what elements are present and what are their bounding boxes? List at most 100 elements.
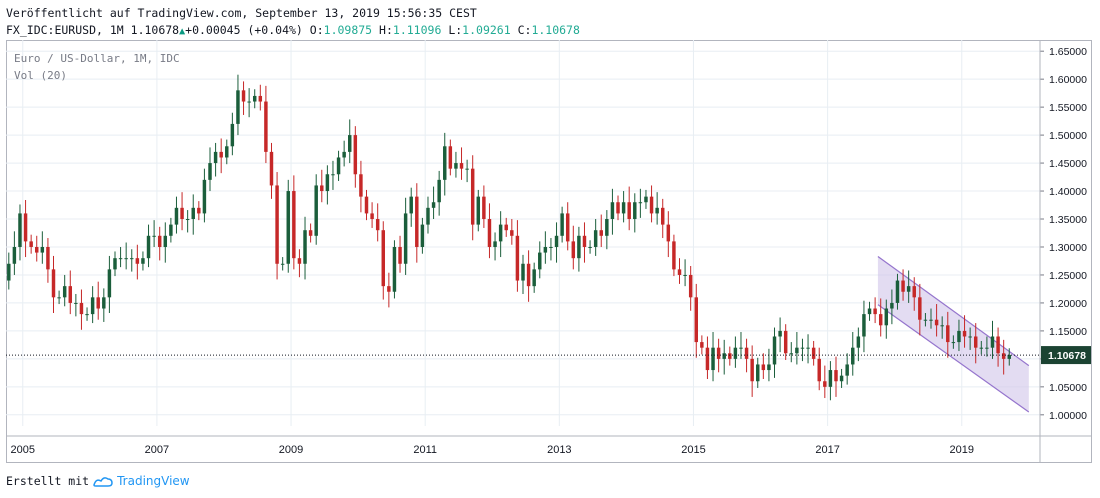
candle-body [1007,354,1011,359]
high-value: 1.11096 [392,23,442,37]
candle-body [890,302,894,309]
candle-body [834,370,838,382]
tradingview-brand[interactable]: TradingView [117,474,190,488]
candle-body [666,224,671,242]
candle-body [923,319,928,321]
candle-body [577,235,581,259]
candle-body [627,202,631,220]
candle-body [895,280,900,303]
candle-body [806,347,810,349]
candle-body [912,286,916,298]
last-price: 1.10678 [130,23,180,37]
candle-body [767,364,771,371]
candle-body [962,330,967,337]
candle-body [756,364,760,382]
open-value: 1.09875 [323,23,373,37]
candle-body [985,347,989,349]
candle-body [364,196,369,214]
x-tick-label: 2005 [11,444,35,456]
candle-body [739,347,743,349]
candle-body [40,246,45,253]
y-tick-label: 1.55000 [1049,102,1087,114]
candle-body [990,336,995,348]
candle-body [403,213,408,264]
candle-body [275,185,279,264]
candle-body [90,297,95,315]
candle-body [79,302,84,315]
candle-body [605,219,609,236]
chart-legend-volume: Vol (20) [14,69,67,82]
candle-body [660,207,665,225]
candle-body [694,297,698,343]
candle-body [29,241,33,247]
symbol: FX_IDC:EURUSD, 1M [6,23,124,37]
chart-legend-title: Euro / US-Dollar, 1M, IDC [14,52,180,65]
candle-body [795,347,799,354]
x-tick-label: 2015 [681,444,705,456]
candle-body [12,246,17,264]
candle-body [716,347,721,359]
candle-body [845,364,849,376]
candle-body [839,375,844,382]
candle-body [169,224,173,236]
candle-body [744,347,749,359]
candle-body [387,286,391,292]
candle-body [208,163,212,180]
candle-body [308,230,313,236]
x-tick-label: 2007 [145,444,169,456]
candle-body [649,196,654,214]
candle-body [549,246,553,248]
candle-body [146,235,151,259]
candle-body [979,347,984,349]
price-chart[interactable]: 1.65000 1.60000 1.55000 1.50000 1.45000 1.400… [6,40,1092,463]
candle-body [219,151,223,158]
candle-body [973,336,978,348]
candle-body [884,308,889,326]
candle-body [700,342,704,348]
candle-body [683,274,687,276]
candle-body [35,246,39,253]
chart-border [6,40,1092,463]
candle-body [331,174,335,176]
candle-body [180,207,184,220]
candle-body [867,308,872,315]
published-line: Veröffentlicht auf TradingView.com, Sept… [6,6,477,20]
low-value: 1.09261 [462,23,511,37]
candle-body [135,258,140,264]
candle-body [783,330,788,354]
candle-body [593,230,598,247]
candle-body [202,179,207,214]
y-tick-label: 1.35000 [1049,214,1087,226]
candle-body [370,213,374,220]
created-with-label: Erstellt mit [6,474,90,488]
open-label: O: [309,23,324,37]
candle-body [213,151,218,164]
candle-body [96,297,100,309]
candle-body [856,336,861,348]
candle-body [951,342,956,344]
candle-body [493,241,497,247]
candle-body [1001,353,1006,359]
candle-body [342,151,346,158]
candle-body [800,347,805,349]
candle-body [510,230,514,236]
candle-body [359,174,363,197]
candle-body [616,202,620,214]
candle-body [336,157,341,175]
tradingview-logo-icon [93,477,113,487]
candle-body [571,241,576,259]
y-tick-label: 1.15000 [1049,326,1087,338]
candle-body [163,235,168,247]
candle-body [543,246,548,253]
candle-body [728,353,732,359]
candle-body [487,219,492,247]
candle-body [258,95,263,102]
candle-body [348,135,352,152]
low-label: L: [448,23,463,37]
candle-body [62,286,67,298]
candle-body [185,219,190,221]
x-tick-label: 2009 [279,444,303,456]
candle-body [107,269,112,298]
candle-body [823,381,827,387]
candle-body [448,146,453,169]
